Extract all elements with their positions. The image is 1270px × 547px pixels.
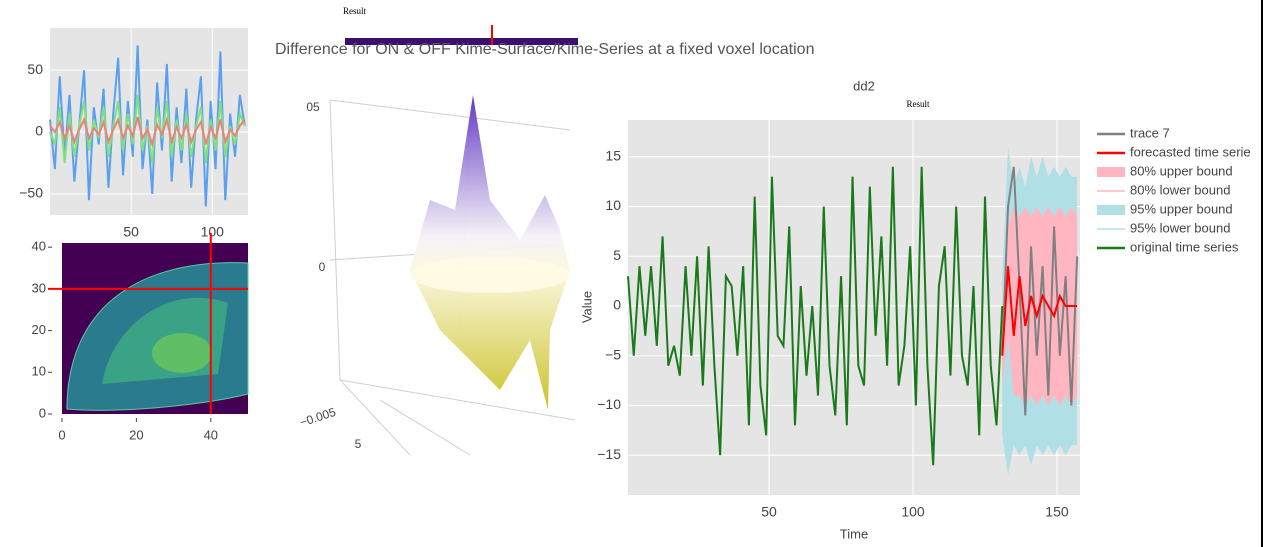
z-tick-label: 0 [319, 260, 326, 274]
x-tick-label: 50 [761, 504, 777, 520]
axis-grid [339, 379, 576, 421]
x-tick-label: 0 [58, 427, 65, 442]
legend-swatch [1097, 205, 1125, 215]
y-tick-label: 0 [39, 405, 46, 420]
x-tick-label: 20 [129, 427, 143, 442]
legend-label: 80% lower bound [1130, 182, 1230, 197]
legend-label: original time series [1130, 239, 1239, 254]
widget-subtitle: Result [343, 6, 367, 16]
y-axis-title: Value [579, 291, 594, 323]
axis-grid [379, 399, 471, 456]
series-line [1001, 266, 1078, 356]
y-tick-label: 40 [32, 239, 46, 254]
surface [410, 95, 570, 410]
colorbar-fragment [345, 38, 578, 45]
x-tick-label: 100 [901, 504, 925, 520]
y-tick-label: −50 [19, 185, 43, 201]
y-tick-label: 15 [605, 148, 621, 164]
y-tick-label: 0 [613, 297, 621, 313]
z-tick-label: 05 [306, 100, 320, 114]
x-tick-label: 100 [201, 224, 225, 240]
axis-grid [329, 99, 341, 381]
y-tick-label: 0 [35, 123, 43, 139]
series-line [49, 115, 246, 149]
y-tick-label: 10 [605, 197, 621, 213]
x-tick-label: 50 [123, 224, 139, 240]
legend-label: trace 7 [1130, 125, 1170, 140]
y-tick-label: 50 [27, 61, 43, 77]
legend-swatch [1097, 167, 1125, 177]
legend-label: 80% upper bound [1130, 163, 1233, 178]
series-line [627, 166, 1004, 466]
x-axis-title: Time [840, 526, 868, 541]
legend-label: 95% lower bound [1130, 220, 1230, 235]
legend-label: forecasted time serie [1130, 144, 1251, 159]
surface [410, 257, 570, 293]
y-tick-label: −10 [597, 396, 621, 412]
axis-grid [329, 99, 571, 131]
y-tick-label: 5 [613, 247, 621, 263]
x-tick-label: 40 [204, 427, 218, 442]
chart-title: Difference for ON & OFF Kime-Surface/Kim… [275, 41, 814, 58]
y-tick-label: 30 [32, 280, 46, 295]
y-tick-label: 20 [32, 322, 46, 337]
heatmap-region [152, 333, 212, 373]
chart-title: dd2 [853, 78, 875, 93]
y-tick-label: 10 [32, 364, 46, 379]
x-tick-label: 150 [1045, 504, 1069, 520]
axis-grid [339, 379, 411, 456]
chart-subtitle: Result [906, 99, 930, 109]
series-line [1001, 166, 1079, 416]
y-tick-label: −15 [597, 446, 621, 462]
x-tick-label: 5 [355, 437, 362, 451]
y-tick-label: −5 [605, 346, 621, 362]
legend-label: 95% upper bound [1130, 201, 1233, 216]
z-tick-label: −0.005 [298, 405, 338, 430]
